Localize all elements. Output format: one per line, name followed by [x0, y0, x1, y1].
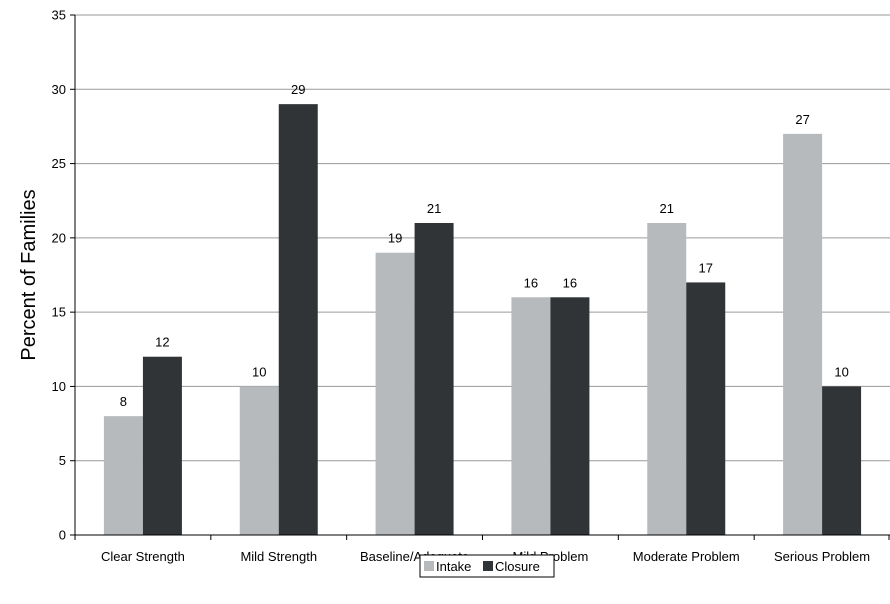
data-label: 16 — [524, 275, 538, 290]
y-tick-label: 20 — [52, 230, 66, 245]
axes — [70, 14, 890, 540]
bar-intake — [647, 223, 687, 535]
y-tick-labels: 0 5 10 15 20 25 30 35 — [52, 8, 66, 543]
category-label: Moderate Problem — [633, 549, 740, 564]
data-label: 19 — [388, 231, 402, 246]
legend-swatch-closure — [483, 561, 493, 571]
y-tick-label: 25 — [52, 156, 66, 171]
bar-intake — [375, 252, 415, 535]
data-label: 12 — [155, 335, 169, 350]
bar-intake — [783, 133, 823, 535]
y-tick-label: 5 — [59, 453, 66, 468]
bar-intake — [103, 416, 143, 535]
gridlines — [75, 14, 890, 462]
bar-intake — [511, 297, 551, 535]
bar-closure — [142, 356, 182, 535]
legend-label-intake: Intake — [436, 559, 471, 574]
category-label: Serious Problem — [774, 549, 870, 564]
bar-closure — [550, 297, 590, 535]
y-tick-label: 35 — [52, 8, 66, 23]
bar-intake — [239, 386, 279, 535]
data-label: 8 — [120, 394, 127, 409]
bar-closure — [686, 282, 726, 535]
bar-closure — [822, 386, 862, 535]
y-tick-label: 10 — [52, 379, 66, 394]
y-tick-label: 0 — [59, 528, 66, 543]
bar-closure — [414, 223, 454, 535]
data-label: 10 — [252, 364, 266, 379]
data-labels: 8 12 10 29 19 21 16 16 21 17 27 10 — [120, 82, 849, 409]
data-label: 17 — [699, 260, 713, 275]
y-tick-label: 30 — [52, 82, 66, 97]
y-tick-label: 15 — [52, 305, 66, 320]
y-axis-label: Percent of Families — [18, 189, 40, 360]
data-label: 16 — [563, 275, 577, 290]
category-label: Clear Strength — [101, 549, 185, 564]
data-label: 21 — [427, 201, 441, 216]
bars — [103, 104, 862, 536]
data-label: 10 — [834, 364, 848, 379]
data-label: 21 — [660, 201, 674, 216]
category-label: Mild Strength — [240, 549, 317, 564]
legend: Intake Closure — [419, 554, 555, 578]
legend-swatch-intake — [424, 561, 434, 571]
bar-closure — [278, 104, 318, 536]
legend-label-closure: Closure — [495, 559, 540, 574]
data-label: 29 — [291, 82, 305, 97]
data-label: 27 — [795, 112, 809, 127]
